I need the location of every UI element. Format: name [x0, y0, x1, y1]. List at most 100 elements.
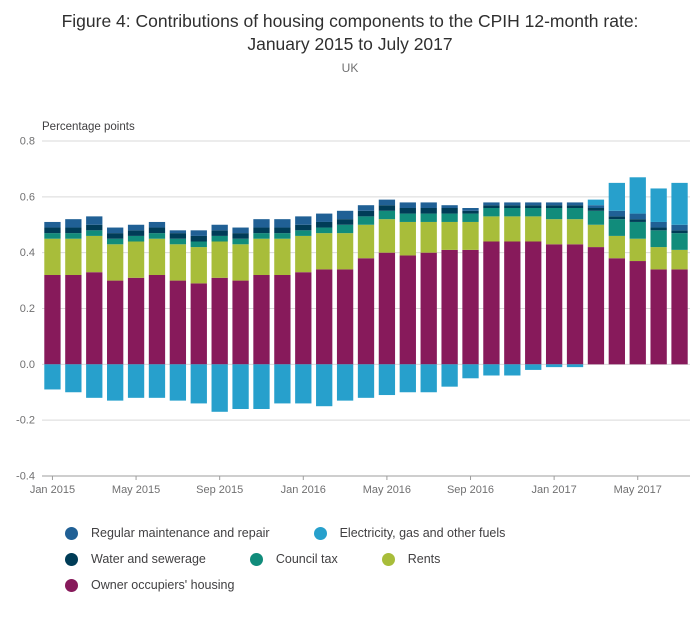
- bar-segment: [483, 216, 500, 242]
- bar-segment: [462, 222, 479, 251]
- bar-segment: [671, 183, 688, 225]
- bar-segment: [504, 364, 521, 376]
- bar-segment: [629, 238, 646, 262]
- bar-segment: [671, 250, 688, 270]
- bar-segment: [357, 205, 375, 211]
- bar-segment: [420, 252, 437, 365]
- bar-segment: [44, 238, 61, 276]
- bar-segment: [525, 216, 542, 242]
- bar-segment: [295, 230, 312, 237]
- legend-swatch: [65, 578, 78, 592]
- bar-segment: [65, 275, 82, 365]
- bar-segment: [127, 277, 145, 365]
- bar-segment: [378, 219, 396, 253]
- legend-item: Owner occupiers' housing: [65, 578, 234, 592]
- bar-segment: [211, 241, 228, 278]
- chart-legend: Regular maintenance and repair Electricit…: [0, 526, 700, 592]
- bar-segment: [211, 236, 228, 242]
- y-tick-label: 0.6: [20, 192, 35, 204]
- bar-segment: [232, 280, 249, 365]
- legend-row: Water and sewerage Council tax Rents: [65, 552, 700, 566]
- bar-segment: [629, 213, 646, 220]
- bar-segment: [190, 247, 207, 284]
- bar-segment: [86, 216, 103, 225]
- bar-segment: [441, 208, 458, 214]
- bar-segment: [274, 219, 291, 228]
- bar-segment: [190, 230, 207, 237]
- bar-segment: [650, 222, 667, 228]
- bar-segment: [148, 275, 166, 365]
- legend-row: Regular maintenance and repair Electricit…: [65, 526, 700, 540]
- bar-segment: [107, 280, 124, 365]
- bar-segment: [253, 364, 270, 410]
- bar-segment: [316, 222, 333, 228]
- bar-segment: [525, 208, 542, 217]
- bar-segment: [357, 210, 375, 217]
- bar-segment: [629, 261, 646, 365]
- bar-segment: [316, 213, 333, 223]
- bar-segment: [316, 269, 333, 365]
- bar-segment: [587, 199, 605, 206]
- legend-swatch: [65, 552, 78, 566]
- bar-segment: [608, 219, 625, 237]
- bar-segment: [336, 224, 354, 234]
- bar-segment: [357, 258, 375, 365]
- bar-segment: [44, 275, 61, 365]
- bar-segment: [441, 213, 458, 223]
- bar-segment: [65, 227, 82, 234]
- legend-label: Council tax: [275, 552, 338, 567]
- y-tick-label: 0.2: [20, 303, 35, 315]
- bar-segment: [545, 244, 563, 365]
- bar-segment: [483, 205, 500, 209]
- legend-item: Regular maintenance and repair: [65, 526, 270, 540]
- bar-segment: [65, 219, 82, 228]
- bar-segment: [107, 244, 124, 281]
- bar-segment: [211, 224, 228, 231]
- bar-segment: [608, 216, 625, 220]
- bar-segment: [462, 208, 479, 211]
- bar-segment: [420, 213, 437, 223]
- bar-segment: [650, 230, 667, 248]
- bar-segment: [441, 205, 458, 209]
- bar-segment: [671, 269, 688, 365]
- bar-segment: [86, 272, 103, 365]
- bar-segment: [295, 364, 312, 404]
- bar-segment: [650, 188, 667, 223]
- bar-segment: [357, 364, 375, 399]
- bar-segment: [232, 364, 249, 410]
- bar-segment: [295, 216, 312, 225]
- bar-segment: [566, 364, 584, 368]
- x-tick-label: May 2015: [112, 484, 160, 496]
- legend-swatch: [381, 552, 395, 566]
- y-tick-label: -0.2: [16, 415, 35, 427]
- bar-segment: [441, 364, 458, 387]
- y-axis-label: Percentage points: [42, 121, 135, 134]
- bar-segment: [169, 364, 187, 401]
- bar-segment: [127, 230, 145, 237]
- bar-segment: [253, 275, 270, 365]
- bar-segment: [295, 224, 312, 231]
- x-tick-label: May 2016: [363, 484, 411, 496]
- bar-segment: [295, 272, 312, 365]
- bar-segment: [44, 233, 61, 239]
- legend-swatch: [65, 526, 78, 540]
- bar-segment: [462, 213, 479, 223]
- bar-segment: [545, 205, 563, 209]
- bar-segment: [211, 230, 228, 237]
- bar-segment: [525, 241, 542, 365]
- bar-segment: [65, 233, 82, 239]
- bar-segment: [253, 238, 270, 276]
- bar-segment: [336, 219, 354, 225]
- x-tick-label: Jan 2017: [531, 484, 576, 496]
- bar-segment: [211, 277, 228, 365]
- bar-segment: [504, 205, 521, 209]
- bar-segment: [420, 222, 437, 253]
- y-tick-label: 0.4: [20, 247, 35, 259]
- bar-segment: [566, 202, 584, 206]
- bar-segment: [545, 219, 563, 245]
- bar-segment: [169, 280, 187, 365]
- bar-segment: [274, 275, 291, 365]
- bar-segment: [86, 224, 103, 231]
- bar-segment: [378, 205, 396, 211]
